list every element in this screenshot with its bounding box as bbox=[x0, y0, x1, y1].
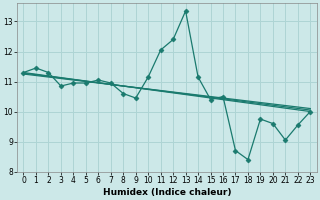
X-axis label: Humidex (Indice chaleur): Humidex (Indice chaleur) bbox=[103, 188, 231, 197]
